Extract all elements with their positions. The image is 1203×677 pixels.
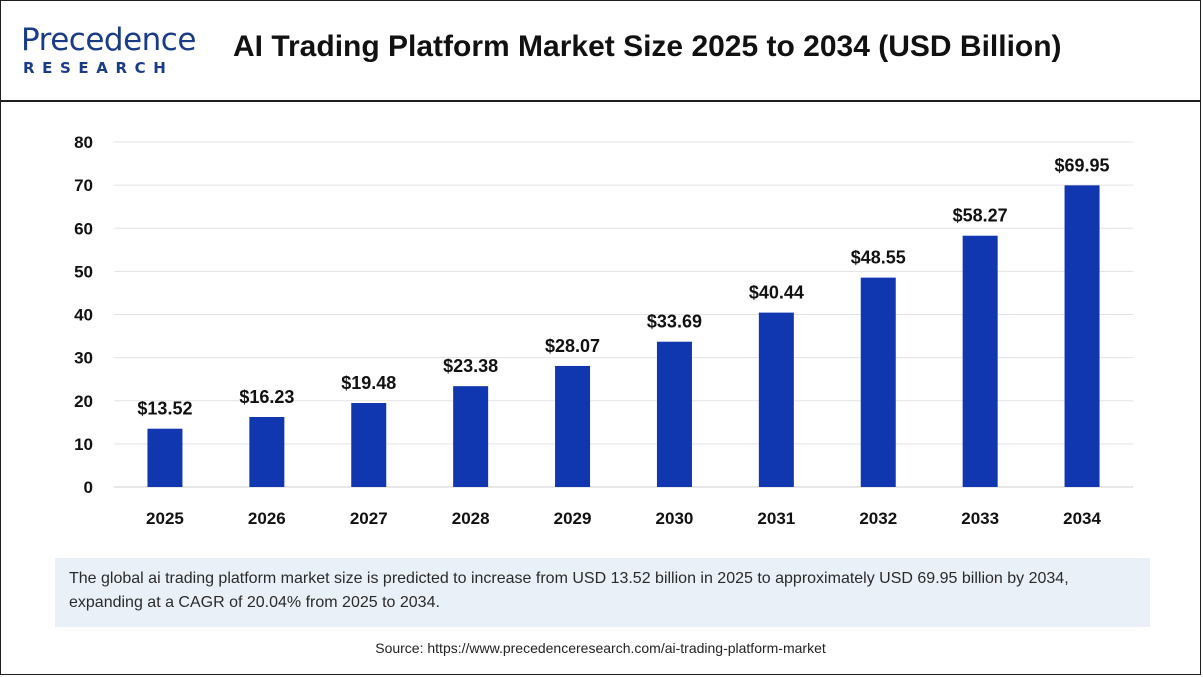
y-tick-label: 20 <box>74 392 93 411</box>
data-label-2030: $33.69 <box>647 312 702 332</box>
y-tick-label: 80 <box>74 133 93 152</box>
bar-2027 <box>351 402 387 487</box>
x-tick-label: 2030 <box>656 509 694 528</box>
y-axis-ticks: 0 10 20 30 40 50 60 70 80 <box>74 133 93 497</box>
bar-2026 <box>249 417 285 487</box>
data-label-2029: $28.07 <box>545 336 600 356</box>
x-tick-label: 2034 <box>1063 509 1101 528</box>
data-label-2031: $40.44 <box>749 283 804 303</box>
y-tick-label: 30 <box>74 349 93 368</box>
bar-2033 <box>962 235 998 487</box>
header: Precedence RESEARCH AI Trading Platform … <box>1 1 1200 102</box>
logo-subtitle: RESEARCH <box>23 59 174 77</box>
data-labels: $13.52 $16.23 $19.48 $23.38 $28.07 $33.69 $40.… <box>137 155 1109 418</box>
y-tick-label: 40 <box>74 306 93 325</box>
summary-caption: The global ai trading platform market si… <box>55 558 1150 627</box>
bar-2025 <box>147 428 183 487</box>
data-label-2034: $69.95 <box>1055 155 1110 175</box>
x-tick-label: 2032 <box>859 509 897 528</box>
x-tick-label: 2027 <box>350 509 388 528</box>
data-label-2025: $13.52 <box>137 399 192 419</box>
x-tick-label: 2025 <box>146 509 184 528</box>
source-link-text: Source: https://www.precedenceresearch.c… <box>375 640 826 656</box>
x-axis-ticks: 2025 2026 2027 2028 2029 2030 2031 2032 2033 2034 <box>146 509 1101 528</box>
logo-wordmark: Precedence <box>21 22 196 58</box>
bar-2034 <box>1064 185 1100 487</box>
precedence-research-logo: Precedence RESEARCH <box>21 21 201 81</box>
data-label-2028: $23.38 <box>443 356 498 376</box>
x-tick-label: 2029 <box>554 509 592 528</box>
data-label-2026: $16.23 <box>239 387 294 407</box>
y-tick-label: 50 <box>74 262 93 281</box>
y-tick-label: 60 <box>74 219 93 238</box>
x-tick-label: 2033 <box>961 509 999 528</box>
data-label-2027: $19.48 <box>341 373 396 393</box>
x-tick-label: 2026 <box>248 509 286 528</box>
chart-title: AI Trading Platform Market Size 2025 to … <box>233 30 1062 63</box>
x-tick-label: 2028 <box>452 509 490 528</box>
data-label-2033: $58.27 <box>953 206 1008 226</box>
bar-2031 <box>758 312 794 487</box>
data-label-2032: $48.55 <box>851 248 906 268</box>
bar-2032 <box>860 277 896 487</box>
bar-2029 <box>555 365 591 487</box>
y-tick-label: 70 <box>74 176 93 195</box>
bar-2028 <box>453 386 489 487</box>
x-tick-label: 2031 <box>757 509 795 528</box>
y-tick-label: 10 <box>74 435 93 454</box>
bar-2030 <box>656 341 692 487</box>
bars <box>147 185 1100 487</box>
y-tick-label: 0 <box>84 478 93 497</box>
